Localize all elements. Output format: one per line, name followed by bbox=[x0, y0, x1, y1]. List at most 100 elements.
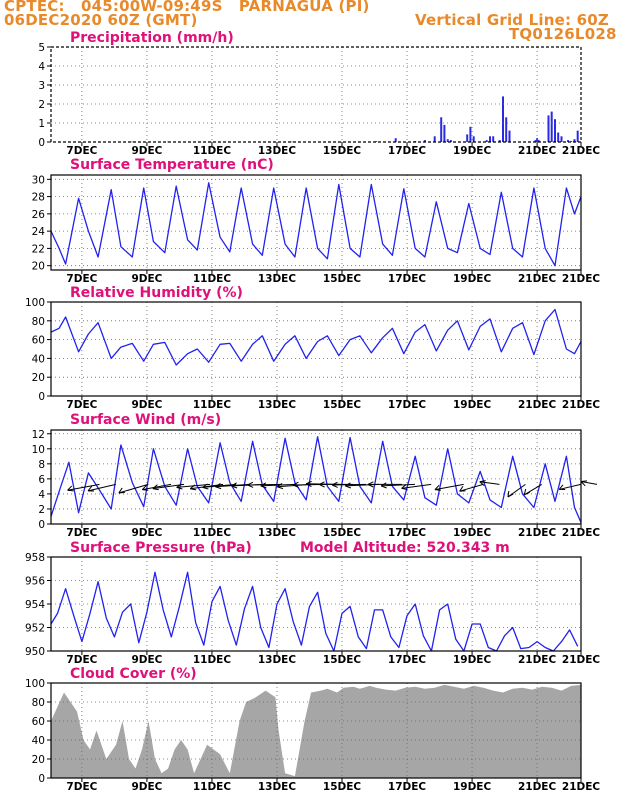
pres-title: Surface Pressure (hPa) bbox=[70, 540, 252, 556]
wind-y-tick-label: 0 bbox=[38, 519, 45, 531]
precip-bar bbox=[505, 117, 508, 142]
precip-title: Precipitation (mm/h) bbox=[70, 30, 234, 46]
wind-arrow-head bbox=[141, 484, 149, 491]
precip-bar bbox=[498, 140, 501, 142]
wind-y-tick-label: 10 bbox=[32, 444, 45, 456]
wind-y-tick-label: 12 bbox=[32, 429, 45, 441]
precip-bar bbox=[466, 134, 469, 142]
precip-bar bbox=[375, 141, 378, 142]
precip-bar bbox=[443, 124, 446, 142]
x-tick-label: 7DEC bbox=[66, 781, 97, 793]
wind-arrow-head bbox=[459, 485, 466, 492]
precip-bar bbox=[570, 141, 573, 142]
x-tick-label: 13DEC bbox=[258, 781, 297, 793]
wind-arrow-head bbox=[152, 484, 159, 491]
wind-arrow bbox=[580, 481, 598, 485]
wind-arrow-head bbox=[202, 483, 209, 490]
cloud-y-tick-label: 80 bbox=[32, 697, 45, 709]
temp-y-tick-label: 26 bbox=[32, 209, 46, 221]
x-tick-label: 7DEC bbox=[66, 399, 97, 411]
wind-arrow bbox=[152, 483, 185, 490]
x-tick-label: 15DEC bbox=[323, 527, 362, 539]
temp-y-tick-label: 24 bbox=[32, 226, 46, 238]
wind-arrow-head bbox=[367, 481, 374, 488]
x-tick-label: 19DEC bbox=[453, 781, 492, 793]
wind-arrow bbox=[332, 483, 367, 486]
x-tick-label: 9DEC bbox=[131, 399, 162, 411]
x-tick-label: 21DEC bbox=[518, 145, 557, 157]
precip-bar bbox=[534, 140, 537, 142]
x-tick-label: 11DEC bbox=[193, 145, 232, 157]
x-tick-label: 21DEC bbox=[562, 527, 601, 539]
x-tick-label: 13DEC bbox=[258, 145, 297, 157]
x-tick-label: 17DEC bbox=[388, 399, 427, 411]
wind-arrow bbox=[459, 483, 484, 492]
pres-y-tick-label: 956 bbox=[25, 576, 45, 588]
wind-arrow-head bbox=[479, 480, 486, 487]
wind-arrow bbox=[202, 483, 237, 488]
precip-bar bbox=[492, 136, 495, 142]
precip-bar bbox=[508, 130, 511, 142]
wind-arrow-head bbox=[434, 484, 441, 491]
wind-arrow bbox=[260, 483, 295, 487]
x-tick-label: 17DEC bbox=[388, 527, 427, 539]
cloud-y-tick-label: 100 bbox=[25, 678, 45, 690]
wind-arrow bbox=[401, 483, 432, 489]
wind-y-tick-label: 8 bbox=[38, 459, 45, 471]
precip-bar bbox=[557, 132, 560, 142]
wind-arrow-head bbox=[67, 485, 74, 492]
x-tick-label: 15DEC bbox=[323, 781, 362, 793]
precip-bar bbox=[550, 111, 553, 142]
wind-arrow-head bbox=[118, 487, 125, 494]
x-tick-label: 11DEC bbox=[193, 781, 232, 793]
temp-frame bbox=[50, 174, 582, 271]
x-tick-label: 13DEC bbox=[258, 527, 297, 539]
x-tick-label: 21DEC bbox=[518, 527, 557, 539]
temp-line bbox=[50, 182, 582, 267]
x-tick-label: 21DEC bbox=[518, 781, 557, 793]
precip-bar bbox=[554, 119, 556, 142]
x-tick-label: 15DEC bbox=[323, 273, 362, 285]
wind-arrow bbox=[118, 483, 149, 494]
x-tick-label: 7DEC bbox=[66, 145, 97, 157]
pres-y-tick-label: 958 bbox=[25, 552, 45, 564]
cloud-frame bbox=[50, 682, 582, 779]
wind-arrow bbox=[67, 483, 100, 491]
x-tick-label: 19DEC bbox=[453, 527, 492, 539]
x-tick-label: 19DEC bbox=[453, 399, 492, 411]
precip-bar bbox=[131, 141, 134, 143]
wind-arrow-head bbox=[331, 481, 338, 488]
wind-arrow bbox=[559, 483, 581, 490]
rh-y-tick-label: 20 bbox=[32, 372, 45, 384]
precip-bar bbox=[446, 139, 449, 142]
wind-arrow-head bbox=[176, 483, 183, 490]
wind-arrow bbox=[479, 481, 500, 485]
rh-y-tick-label: 40 bbox=[32, 353, 45, 365]
precip-bar bbox=[576, 130, 579, 142]
precip-bar bbox=[440, 117, 443, 142]
wind-y-tick-label: 6 bbox=[38, 474, 45, 486]
cloud-y-tick-label: 60 bbox=[32, 716, 45, 728]
temp-y-tick-label: 28 bbox=[32, 192, 45, 204]
x-tick-label: 19DEC bbox=[453, 273, 492, 285]
x-tick-label: 17DEC bbox=[388, 781, 427, 793]
precip-bar bbox=[536, 138, 539, 142]
precip-bar bbox=[469, 126, 472, 142]
x-tick-label: 11DEC bbox=[193, 399, 232, 411]
x-tick-label: 9DEC bbox=[131, 145, 162, 157]
x-tick-label: 21DEC bbox=[518, 273, 557, 285]
pres-y-tick-label: 950 bbox=[25, 646, 45, 658]
wind-arrow bbox=[381, 483, 415, 487]
wind-frame bbox=[50, 429, 582, 525]
wind-arrow-head bbox=[305, 480, 312, 488]
precip-bar bbox=[433, 136, 436, 142]
x-tick-label: 13DEC bbox=[258, 273, 297, 285]
precip-bar bbox=[472, 136, 475, 142]
x-tick-label: 21DEC bbox=[518, 654, 557, 666]
wind-line bbox=[50, 436, 582, 523]
precip-bar bbox=[489, 136, 491, 142]
pres-line bbox=[50, 571, 579, 652]
x-tick-label: 17DEC bbox=[388, 273, 427, 285]
x-tick-label: 11DEC bbox=[193, 273, 232, 285]
rh-y-tick-label: 60 bbox=[32, 335, 45, 347]
